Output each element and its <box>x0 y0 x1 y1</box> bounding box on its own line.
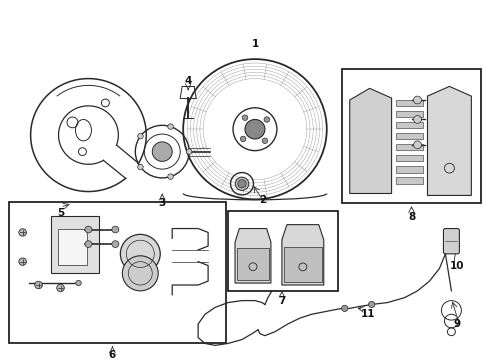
Circle shape <box>413 116 421 123</box>
Circle shape <box>85 226 92 233</box>
Circle shape <box>138 134 143 139</box>
FancyBboxPatch shape <box>443 229 458 254</box>
Polygon shape <box>427 86 470 195</box>
Bar <box>227 211 337 291</box>
Text: 9: 9 <box>453 319 460 329</box>
Circle shape <box>19 258 26 265</box>
Circle shape <box>237 180 245 188</box>
Text: 6: 6 <box>108 350 116 360</box>
Text: 5: 5 <box>57 208 64 218</box>
Circle shape <box>57 284 64 292</box>
Circle shape <box>167 124 173 129</box>
Circle shape <box>35 281 42 289</box>
Circle shape <box>413 96 421 104</box>
Bar <box>395 133 423 139</box>
Polygon shape <box>235 229 270 283</box>
Bar <box>341 69 480 203</box>
Circle shape <box>19 229 26 236</box>
FancyBboxPatch shape <box>58 229 87 265</box>
Circle shape <box>235 177 248 190</box>
Text: 11: 11 <box>360 309 374 319</box>
Bar <box>395 122 423 128</box>
Text: 10: 10 <box>449 261 464 271</box>
Circle shape <box>262 138 267 144</box>
Bar <box>395 144 423 150</box>
Circle shape <box>186 149 192 154</box>
Circle shape <box>242 115 247 120</box>
Text: 4: 4 <box>184 76 191 86</box>
Circle shape <box>122 256 158 291</box>
Circle shape <box>367 301 374 307</box>
Bar <box>395 155 423 162</box>
FancyBboxPatch shape <box>284 247 321 282</box>
Circle shape <box>112 241 119 248</box>
Circle shape <box>240 136 245 141</box>
Circle shape <box>120 234 160 273</box>
Circle shape <box>167 174 173 179</box>
Circle shape <box>112 226 119 233</box>
Text: 8: 8 <box>407 212 414 222</box>
Text: 1: 1 <box>251 39 258 49</box>
Circle shape <box>264 117 269 122</box>
Bar <box>395 166 423 173</box>
Circle shape <box>152 142 172 161</box>
FancyBboxPatch shape <box>50 216 99 273</box>
Text: 7: 7 <box>278 296 285 306</box>
Polygon shape <box>349 88 391 193</box>
Polygon shape <box>281 225 323 285</box>
Circle shape <box>244 120 264 139</box>
Circle shape <box>413 141 421 149</box>
Text: 3: 3 <box>158 198 165 208</box>
Text: 2: 2 <box>259 195 266 205</box>
Circle shape <box>76 280 81 286</box>
Bar <box>395 99 423 106</box>
Circle shape <box>138 165 143 170</box>
Circle shape <box>341 305 347 311</box>
Bar <box>395 177 423 184</box>
Bar <box>9 202 225 343</box>
Circle shape <box>85 241 92 248</box>
Bar <box>395 111 423 117</box>
FancyBboxPatch shape <box>237 248 268 280</box>
